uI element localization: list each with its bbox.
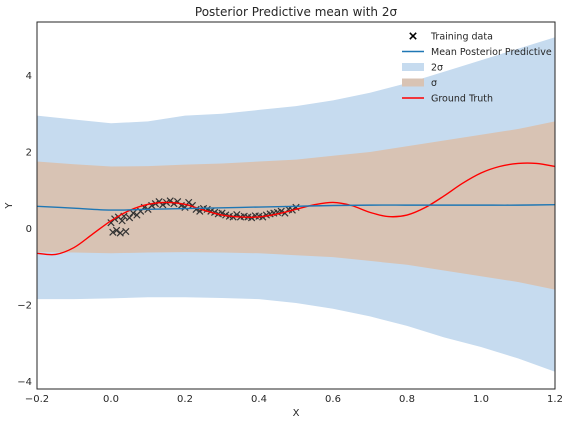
x-tick-label: 1.0 [473,394,489,405]
legend-patch [402,78,424,87]
training-point [129,209,137,217]
y-tick-label: 0 [26,224,32,235]
x-axis-label: X [293,408,300,419]
y-tick-label: 4 [26,71,32,82]
y-tick-label: 2 [26,147,32,158]
legend-marker [409,32,417,40]
legend-label: Training data [430,32,493,43]
training-point [109,228,117,236]
training-point [118,217,126,225]
plot-area [37,37,555,372]
y-axis-ticks: −4 −2 0 2 4 [17,71,32,388]
sigma-band [37,121,555,290]
training-point [122,227,130,236]
y-tick-label: −2 [17,300,32,311]
y-tick-label: −4 [17,377,32,388]
training-point [112,226,121,234]
x-tick-label: 0.0 [103,394,119,405]
y-axis-label: Y [4,202,15,210]
legend-patch [402,63,424,71]
ground-truth-line [37,162,555,256]
legend-label: 2σ [431,63,443,74]
training-point [116,229,124,237]
mean-line [37,204,555,211]
legend-label: Mean Posterior Predictive [431,47,552,58]
x-axis-ticks: −0.2 0.0 0.2 0.4 0.6 0.8 1.0 1.2 [25,394,563,405]
legend: Training data Mean Posterior Predictive 2σ… [402,32,552,105]
x-tick-label: 1.2 [547,394,563,405]
axes-frame [36,21,556,390]
x-tick-label: 0.6 [325,394,341,405]
training-point [170,199,178,208]
legend-label: σ [431,78,437,89]
x-tick-label: 0.8 [399,394,415,405]
training-point [125,214,134,222]
chart-title: Posterior Predictive mean with 2σ [195,5,398,19]
legend-label: Ground Truth [431,94,493,105]
x-tick-label: −0.2 [25,394,49,405]
x-tick-label: 0.2 [177,394,193,405]
x-tick-label: 0.4 [251,394,267,405]
